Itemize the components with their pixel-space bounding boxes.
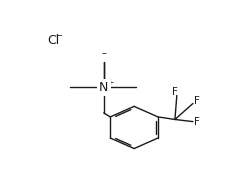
Text: +: + [106, 78, 113, 87]
Text: N: N [99, 81, 109, 94]
Text: –: – [101, 48, 106, 58]
Text: −: − [55, 32, 62, 41]
Text: F: F [194, 117, 200, 127]
Text: F: F [194, 96, 200, 106]
Text: F: F [172, 87, 178, 97]
Text: Cl: Cl [48, 34, 60, 47]
